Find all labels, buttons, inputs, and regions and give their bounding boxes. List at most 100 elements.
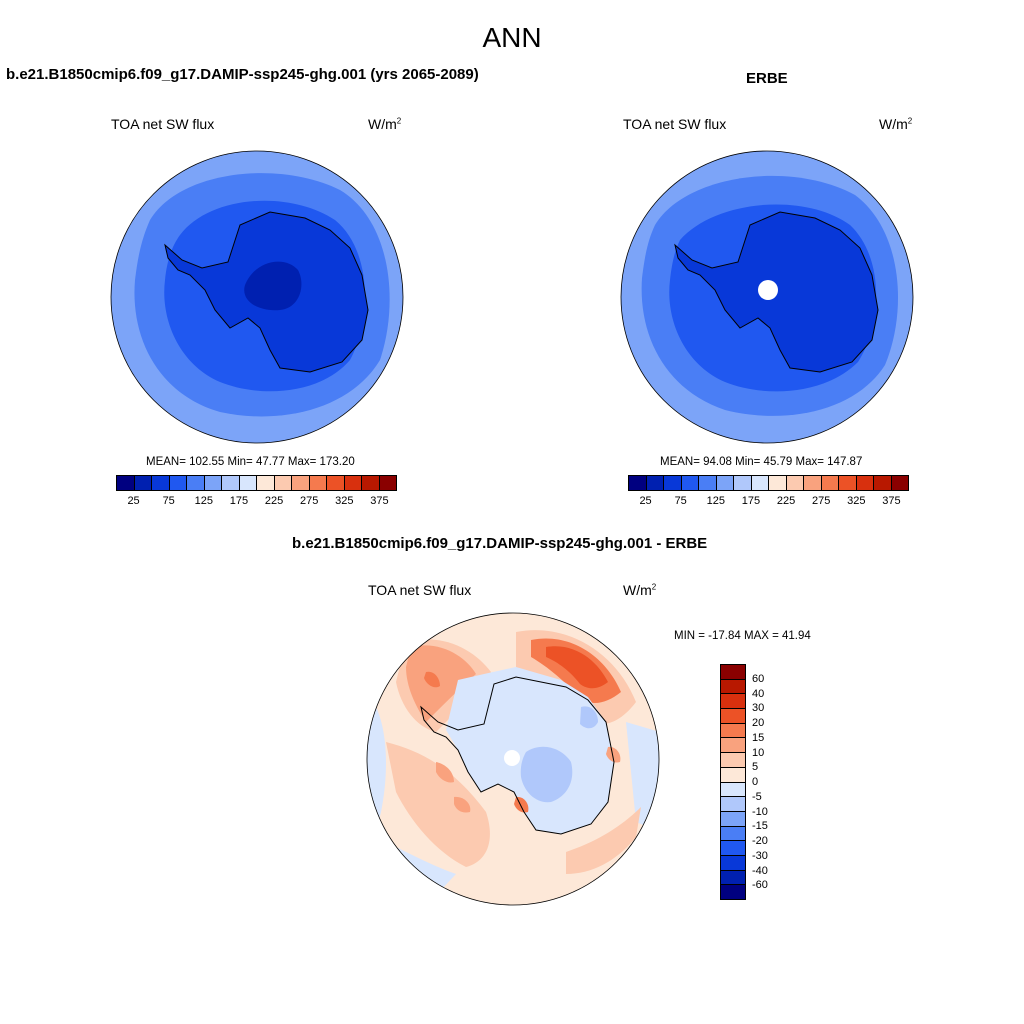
colorbar-swatch xyxy=(721,767,745,783)
colorbar-tick-label: -30 xyxy=(752,849,768,862)
colorbar-tick-label: 175 xyxy=(229,495,249,507)
colorbar-tick-label: 325 xyxy=(335,495,354,507)
colorbar-swatch xyxy=(734,476,752,490)
colorbar-swatch xyxy=(187,476,205,490)
model-stats: MEAN= 102.55 Min= 47.77 Max= 173.20 xyxy=(146,456,355,468)
obs-stats: MEAN= 94.08 Min= 45.79 Max= 147.87 xyxy=(660,456,863,468)
colorbar-swatch xyxy=(721,870,745,886)
colorbar-tick-label: 275 xyxy=(300,495,319,507)
colorbar-swatch xyxy=(292,476,310,490)
colorbar-swatch xyxy=(721,782,745,798)
colorbar-tick-label: -20 xyxy=(752,835,768,847)
model-units-label: W/m2 xyxy=(368,116,402,132)
colorbar-tick-label: 60 xyxy=(752,672,765,685)
colorbar-swatch xyxy=(821,476,839,490)
colorbar-tick-label: 225 xyxy=(776,495,796,507)
colorbar-tick-label: 325 xyxy=(847,495,866,507)
colorbar-swatch xyxy=(721,709,745,724)
colorbar-swatch xyxy=(222,476,240,490)
main-title: ANN xyxy=(482,22,542,53)
colorbar-swatch xyxy=(721,694,745,710)
colorbar-swatch xyxy=(721,665,745,680)
colorbar-tick-label: 75 xyxy=(162,495,175,507)
colorbar-swatch xyxy=(721,723,745,739)
model-variable-label: TOA net SW flux xyxy=(111,116,215,132)
colorbar-swatch xyxy=(327,476,345,490)
colorbar-swatch xyxy=(874,476,892,490)
colorbar-tick-label: 0 xyxy=(752,776,759,788)
colorbar-tick-label: 125 xyxy=(706,495,725,507)
obs-panel-title: ERBE xyxy=(746,70,788,87)
diff-colorbar xyxy=(720,664,746,900)
model-polar-map xyxy=(110,150,404,444)
colorbar-tick-label: -5 xyxy=(752,790,762,803)
colorbar-swatch xyxy=(239,476,257,490)
colorbar-tick-label: 15 xyxy=(752,731,765,744)
colorbar-tick-label: -60 xyxy=(752,879,768,892)
colorbar-swatch xyxy=(344,476,362,490)
colorbar-tick-label: 5 xyxy=(752,761,759,774)
colorbar-swatch xyxy=(117,476,135,490)
colorbar-tick-label: 10 xyxy=(752,746,765,759)
colorbar-tick-label: 40 xyxy=(752,687,765,700)
colorbar-swatch xyxy=(721,885,745,899)
colorbar-swatch xyxy=(721,841,745,856)
colorbar-swatch xyxy=(274,476,292,490)
colorbar-swatch xyxy=(721,797,745,812)
colorbar-swatch xyxy=(134,476,152,490)
colorbar-swatch xyxy=(769,476,787,490)
colorbar-tick-label: 375 xyxy=(370,495,389,507)
colorbar-swatch xyxy=(716,476,734,490)
colorbar-swatch xyxy=(204,476,222,490)
colorbar-tick-label: 75 xyxy=(674,495,687,507)
colorbar-swatch xyxy=(257,476,275,490)
colorbar-swatch xyxy=(664,476,682,490)
obs-units-label: W/m2 xyxy=(879,116,913,132)
colorbar-swatch xyxy=(804,476,822,490)
diff-variable-label: TOA net SW flux xyxy=(368,582,472,598)
colorbar-tick-label: 375 xyxy=(882,495,901,507)
colorbar-tick-label: 25 xyxy=(127,495,140,507)
colorbar-swatch xyxy=(856,476,874,490)
colorbar-swatch xyxy=(721,826,745,842)
diff-polar-map xyxy=(366,612,660,906)
colorbar-swatch xyxy=(721,855,745,871)
colorbar-swatch xyxy=(629,476,647,490)
colorbar-swatch xyxy=(681,476,699,490)
colorbar-swatch xyxy=(721,679,745,695)
obs-colorbar-ticks: 25 75 125 175 225 275 325 375 xyxy=(628,495,909,509)
colorbar-tick-label: 175 xyxy=(741,495,761,507)
colorbar-tick-label: -15 xyxy=(752,820,768,833)
colorbar-swatch xyxy=(891,476,908,490)
colorbar-tick-label: 25 xyxy=(639,495,652,507)
colorbar-swatch xyxy=(721,738,745,754)
obs-polar-map xyxy=(620,150,914,444)
diff-stats: MIN = -17.84 MAX = 41.94 xyxy=(674,630,811,642)
colorbar-swatch xyxy=(309,476,327,490)
colorbar-tick-label: -40 xyxy=(752,864,768,877)
model-panel-title: b.e21.B1850cmip6.f09_g17.DAMIP-ssp245-gh… xyxy=(6,66,479,83)
colorbar-swatch xyxy=(786,476,804,490)
colorbar-tick-label: 30 xyxy=(752,702,765,715)
diff-panel-title: b.e21.B1850cmip6.f09_g17.DAMIP-ssp245-gh… xyxy=(292,535,708,552)
colorbar-swatch xyxy=(699,476,717,490)
colorbar-tick-label: -10 xyxy=(752,805,768,818)
colorbar-swatch xyxy=(721,811,745,827)
colorbar-tick-label: 275 xyxy=(812,495,831,507)
model-colorbar xyxy=(116,475,397,491)
diff-colorbar-ticks: 60 40 30 20 15 10 5 0 -5 -10 -15 -20 -30 -40 -60 xyxy=(752,664,792,900)
colorbar-tick-label: 225 xyxy=(264,495,284,507)
colorbar-tick-label: 125 xyxy=(194,495,213,507)
colorbar-tick-label: 20 xyxy=(752,717,765,729)
colorbar-swatch xyxy=(152,476,170,490)
colorbar-swatch xyxy=(751,476,769,490)
obs-colorbar xyxy=(628,475,909,491)
colorbar-swatch xyxy=(721,753,745,768)
colorbar-swatch xyxy=(362,476,380,490)
diff-units-label: W/m2 xyxy=(623,582,657,598)
colorbar-swatch xyxy=(379,476,396,490)
colorbar-swatch xyxy=(169,476,187,490)
colorbar-swatch xyxy=(839,476,857,490)
obs-variable-label: TOA net SW flux xyxy=(623,116,727,132)
model-colorbar-ticks: 25 75 125 175 225 275 325 375 xyxy=(116,495,397,509)
